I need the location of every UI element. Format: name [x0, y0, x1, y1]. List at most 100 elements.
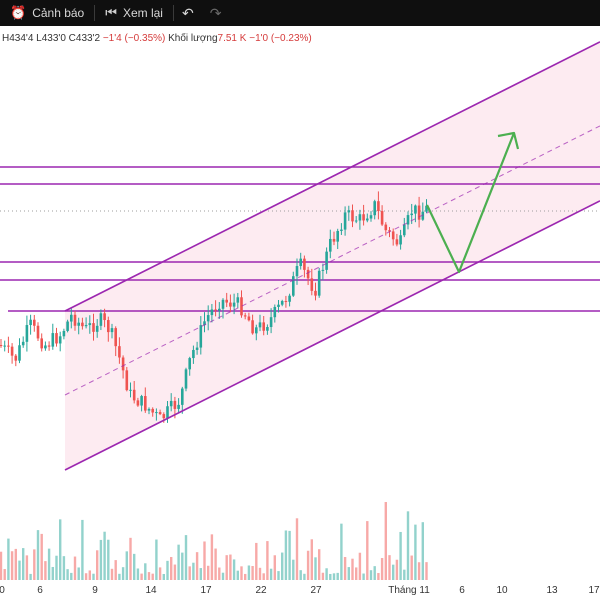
candle-body [77, 322, 80, 326]
volume-bar [55, 555, 58, 580]
volume-bar [51, 566, 54, 580]
candle-body [33, 319, 36, 326]
time-axis-label: 10 [496, 585, 508, 596]
candle-body [262, 322, 265, 331]
candle-body [288, 295, 291, 302]
candle-body [107, 320, 110, 333]
volume-bar [140, 573, 143, 580]
volume-bar [403, 569, 406, 580]
volume-bar [384, 502, 387, 580]
candle-body [373, 201, 376, 216]
candle-body [181, 388, 184, 405]
volume-bar [377, 573, 380, 580]
undo-icon[interactable]: ↶ [181, 4, 194, 21]
candle-body [147, 408, 151, 411]
ohlc-legend: H434'4 L433'0 C433'2 −1'4 (−0.35%) Khối … [2, 33, 312, 44]
volume-bar [114, 560, 117, 580]
candle-body [103, 313, 106, 321]
volume-bar [369, 570, 373, 580]
candle-body [36, 325, 40, 339]
volume-bar [281, 552, 284, 580]
candle-body [221, 299, 225, 309]
volume-change: −1'0 (−0.23%) [249, 33, 312, 44]
volume-bar [214, 548, 217, 580]
volume-bar [269, 568, 273, 580]
toolbar-divider [94, 5, 96, 21]
volume-bar [147, 572, 151, 580]
candle-body [277, 304, 280, 307]
candle-body [158, 412, 162, 415]
candle-body [214, 309, 217, 311]
candle-body [121, 357, 125, 371]
candle-body [247, 316, 251, 321]
volume-bar [303, 573, 306, 580]
candle-body [336, 230, 339, 242]
volume-bar [399, 531, 402, 580]
volume-bar [314, 557, 317, 580]
volume-bar [221, 572, 225, 580]
volume-bar [47, 548, 51, 580]
candle-body [273, 306, 277, 318]
candle-body [295, 266, 299, 277]
candle-body [40, 338, 43, 349]
channel-lower-line [64, 200, 600, 471]
volume-bar [14, 548, 17, 580]
volume-bar [158, 567, 162, 580]
candle-body [47, 345, 51, 347]
volume-bar [162, 573, 165, 580]
volume-bar [288, 530, 291, 580]
volume-bar [373, 566, 376, 580]
volume-bar [121, 567, 125, 580]
candle-body [321, 269, 325, 271]
volume-bar [318, 549, 321, 580]
volume-bar [103, 531, 106, 580]
candle-body [251, 320, 254, 334]
volume-bar [144, 563, 147, 580]
candle-body [110, 328, 114, 333]
volume-bar [166, 560, 169, 580]
volume-label: Khối lượng [168, 33, 218, 44]
volume-bar [395, 559, 399, 580]
volume-bar [3, 569, 6, 580]
volume-bar [151, 573, 154, 580]
volume-bar [107, 539, 110, 580]
volume-bar [77, 567, 80, 580]
volume-bar [355, 567, 358, 580]
volume-bar [262, 573, 265, 580]
candle-body [399, 235, 402, 245]
time-axis: 0 6 9 14 17 22 27 Tháng 11 6 10 13 17 [0, 582, 600, 600]
volume-bar [44, 561, 47, 580]
time-axis-label: 13 [546, 585, 558, 596]
volume-bar [7, 538, 10, 580]
price-chart-canvas[interactable] [0, 26, 600, 582]
volume-bar [336, 572, 339, 580]
candle-body [140, 396, 143, 406]
alert-button[interactable]: ⏰ Cảnh báo [0, 0, 94, 26]
volume-bar [188, 566, 191, 580]
replay-button[interactable]: ⏮ Xem lại [95, 0, 173, 26]
candle-body [136, 400, 140, 406]
redo-icon[interactable]: ↷ [209, 4, 222, 21]
volume-bar [129, 537, 132, 580]
volume-bar [258, 567, 262, 580]
candle-body [377, 201, 380, 212]
candle-body [14, 355, 18, 361]
volume-bar [251, 566, 254, 580]
volume-bar [340, 523, 343, 580]
volume-bar [306, 550, 310, 580]
candle-body [88, 323, 92, 326]
volume-bar [181, 552, 184, 580]
candle-body [317, 270, 321, 296]
volume-bar [173, 564, 177, 580]
candle-body [177, 404, 180, 409]
candle-body [362, 214, 365, 221]
candle-body [203, 321, 206, 326]
candle-body [425, 205, 428, 212]
candle-body [388, 230, 391, 232]
candle-body [18, 345, 21, 361]
volume-bar [236, 570, 239, 580]
candle-body [225, 299, 228, 303]
volume-bar [59, 519, 62, 580]
volume-bar [299, 570, 302, 580]
volume-bar [99, 539, 103, 580]
